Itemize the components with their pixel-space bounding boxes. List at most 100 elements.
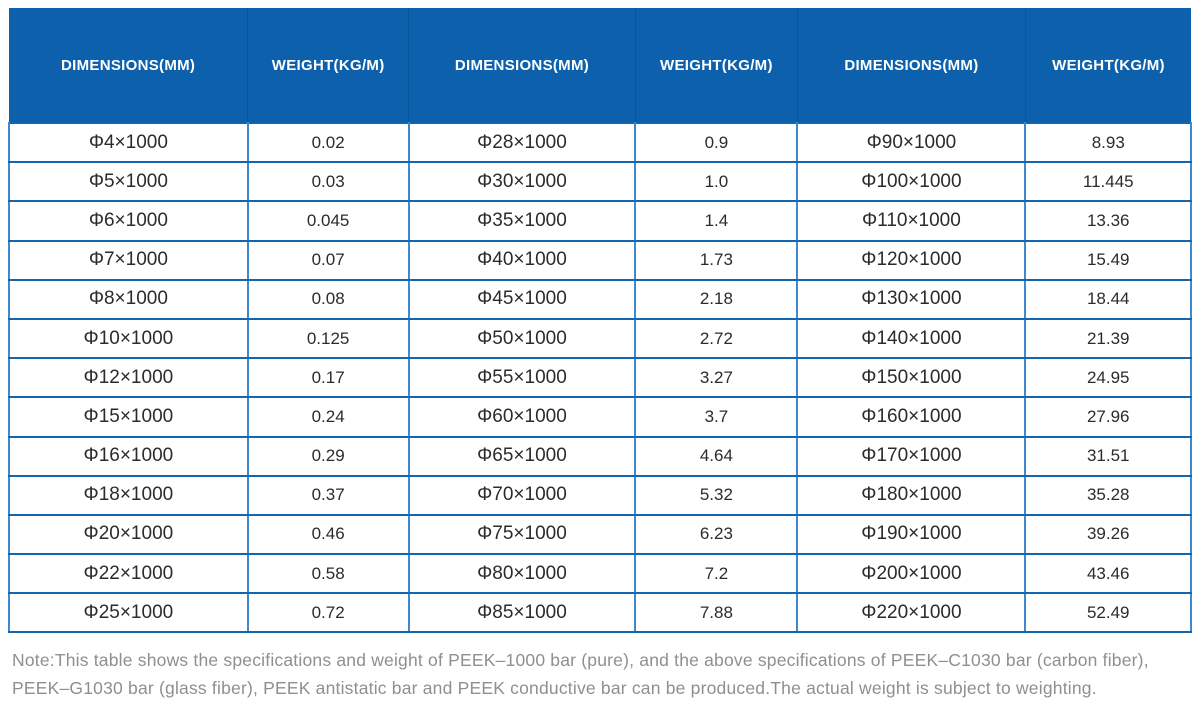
- weight-cell: 3.27: [634, 357, 799, 399]
- dimension-cell: Φ12×1000: [8, 357, 249, 399]
- dimension-cell: Φ15×1000: [8, 396, 249, 438]
- note-text: Note:This table shows the specifications…: [12, 646, 1188, 702]
- dimension-cell: Φ45×1000: [407, 278, 637, 320]
- dimension-cell: Φ65×1000: [407, 435, 637, 477]
- table-row: Φ16×1000 0.29 Φ65×1000 4.64 Φ170×1000 31.51: [8, 435, 1192, 477]
- weight-cell: 15.49: [1024, 239, 1192, 281]
- weight-cell: 18.44: [1024, 278, 1192, 320]
- dimension-cell: Φ110×1000: [796, 200, 1027, 242]
- weight-cell: 8.93: [1024, 121, 1192, 164]
- note-line-2: PEEK–G1030 bar (glass fiber), PEEK antis…: [12, 678, 1097, 699]
- dimension-cell: Φ85×1000: [407, 592, 637, 634]
- table-body: Φ4×1000 0.02 Φ28×1000 0.9 Φ90×1000 8.93 Φ5×100…: [8, 121, 1192, 634]
- weight-cell: 7.88: [634, 592, 799, 634]
- weight-cell: 2.72: [634, 317, 799, 360]
- weight-cell: 0.02: [246, 121, 410, 164]
- dimension-cell: Φ80×1000: [407, 553, 637, 595]
- weight-cell: 1.4: [634, 200, 799, 242]
- weight-cell: 3.7: [634, 396, 799, 438]
- dimension-cell: Φ55×1000: [407, 357, 637, 399]
- table-row: Φ12×1000 0.17 Φ55×1000 3.27 Φ150×1000 24.95: [8, 357, 1192, 399]
- dimension-cell: Φ20×1000: [8, 513, 249, 556]
- weight-cell: 0.9: [634, 121, 799, 164]
- weight-cell: 43.46: [1024, 553, 1192, 595]
- dimension-cell: Φ5×1000: [8, 161, 249, 203]
- weight-cell: 0.17: [246, 357, 410, 399]
- weight-cell: 1.73: [634, 239, 799, 281]
- weight-cell: 13.36: [1024, 200, 1192, 242]
- weight-cell: 35.28: [1024, 474, 1192, 516]
- dimension-cell: Φ18×1000: [8, 474, 249, 516]
- table-row: Φ7×1000 0.07 Φ40×1000 1.73 Φ120×1000 15.49: [8, 239, 1192, 281]
- weight-cell: 31.51: [1024, 435, 1192, 477]
- weight-cell: 7.2: [634, 553, 799, 595]
- dimension-cell: Φ150×1000: [796, 357, 1027, 399]
- dimension-cell: Φ8×1000: [8, 278, 249, 320]
- table-row: Φ4×1000 0.02 Φ28×1000 0.9 Φ90×1000 8.93: [8, 121, 1192, 164]
- dimension-cell: Φ170×1000: [796, 435, 1027, 477]
- table-row: Φ22×1000 0.58 Φ80×1000 7.2 Φ200×1000 43.46: [8, 553, 1192, 595]
- table-row: Φ15×1000 0.24 Φ60×1000 3.7 Φ160×1000 27.96: [8, 396, 1192, 438]
- dimension-cell: Φ190×1000: [796, 513, 1027, 556]
- dimension-cell: Φ160×1000: [796, 396, 1027, 438]
- dimension-cell: Φ130×1000: [796, 278, 1027, 320]
- weight-cell: 0.24: [246, 396, 410, 438]
- table-row: Φ10×1000 0.125 Φ50×1000 2.72 Φ140×1000 21.39: [8, 317, 1192, 360]
- dimension-cell: Φ6×1000: [8, 200, 249, 242]
- weight-cell: 0.46: [246, 513, 410, 556]
- dimension-cell: Φ90×1000: [796, 121, 1027, 164]
- weight-cell: 0.37: [246, 474, 410, 516]
- dimension-cell: Φ140×1000: [796, 317, 1027, 360]
- dimension-cell: Φ16×1000: [8, 435, 249, 477]
- dimension-cell: Φ28×1000: [407, 121, 637, 164]
- note-line-1: Note:This table shows the specifications…: [12, 650, 1149, 671]
- weight-cell: 6.23: [634, 513, 799, 556]
- header-dimensions-2: DIMENSIONS(MM): [408, 8, 636, 123]
- dimension-cell: Φ35×1000: [407, 200, 637, 242]
- header-dimensions-1: DIMENSIONS(MM): [9, 8, 249, 123]
- weight-cell: 11.445: [1024, 161, 1192, 203]
- header-weight-3: WEIGHT(KG/M): [1025, 8, 1191, 123]
- table-row: Φ8×1000 0.08 Φ45×1000 2.18 Φ130×1000 18.44: [8, 278, 1192, 320]
- dimension-cell: Φ10×1000: [8, 317, 249, 360]
- dimension-cell: Φ70×1000: [407, 474, 637, 516]
- dimension-cell: Φ7×1000: [8, 239, 249, 281]
- weight-cell: 27.96: [1024, 396, 1192, 438]
- dimension-cell: Φ75×1000: [407, 513, 637, 556]
- weight-cell: 1.0: [634, 161, 799, 203]
- weight-cell: 0.08: [246, 278, 410, 320]
- weight-cell: 0.72: [246, 592, 410, 634]
- weight-cell: 2.18: [634, 278, 799, 320]
- weight-cell: 0.03: [246, 161, 410, 203]
- dimension-cell: Φ220×1000: [796, 592, 1027, 634]
- table-row: Φ6×1000 0.045 Φ35×1000 1.4 Φ110×1000 13.36: [8, 200, 1192, 242]
- dimension-cell: Φ100×1000: [796, 161, 1027, 203]
- weight-cell: 24.95: [1024, 357, 1192, 399]
- dimension-cell: Φ120×1000: [796, 239, 1027, 281]
- dimension-cell: Φ180×1000: [796, 474, 1027, 516]
- weight-cell: 4.64: [634, 435, 799, 477]
- weight-cell: 0.045: [246, 200, 410, 242]
- dimension-cell: Φ60×1000: [407, 396, 637, 438]
- table-row: Φ5×1000 0.03 Φ30×1000 1.0 Φ100×1000 11.445: [8, 161, 1192, 203]
- table-header-row: DIMENSIONS(MM) WEIGHT(KG/M) DIMENSIONS(M…: [9, 8, 1191, 123]
- dimension-cell: Φ200×1000: [796, 553, 1027, 595]
- header-weight-2: WEIGHT(KG/M): [635, 8, 798, 123]
- dimension-cell: Φ30×1000: [407, 161, 637, 203]
- weight-cell: 0.58: [246, 553, 410, 595]
- weight-cell: 21.39: [1024, 317, 1192, 360]
- weight-cell: 0.29: [246, 435, 410, 477]
- table-row: Φ20×1000 0.46 Φ75×1000 6.23 Φ190×1000 39.26: [8, 513, 1192, 556]
- dimension-cell: Φ25×1000: [8, 592, 249, 634]
- header-weight-1: WEIGHT(KG/M): [247, 8, 409, 123]
- dimension-cell: Φ40×1000: [407, 239, 637, 281]
- header-dimensions-3: DIMENSIONS(MM): [797, 8, 1026, 123]
- dimension-cell: Φ4×1000: [8, 121, 249, 164]
- weight-cell: 0.07: [246, 239, 410, 281]
- weight-cell: 39.26: [1024, 513, 1192, 556]
- peek-bar-spec-table: DIMENSIONS(MM) WEIGHT(KG/M) DIMENSIONS(M…: [8, 8, 1192, 634]
- weight-cell: 52.49: [1024, 592, 1192, 634]
- dimension-cell: Φ22×1000: [8, 553, 249, 595]
- dimension-cell: Φ50×1000: [407, 317, 637, 360]
